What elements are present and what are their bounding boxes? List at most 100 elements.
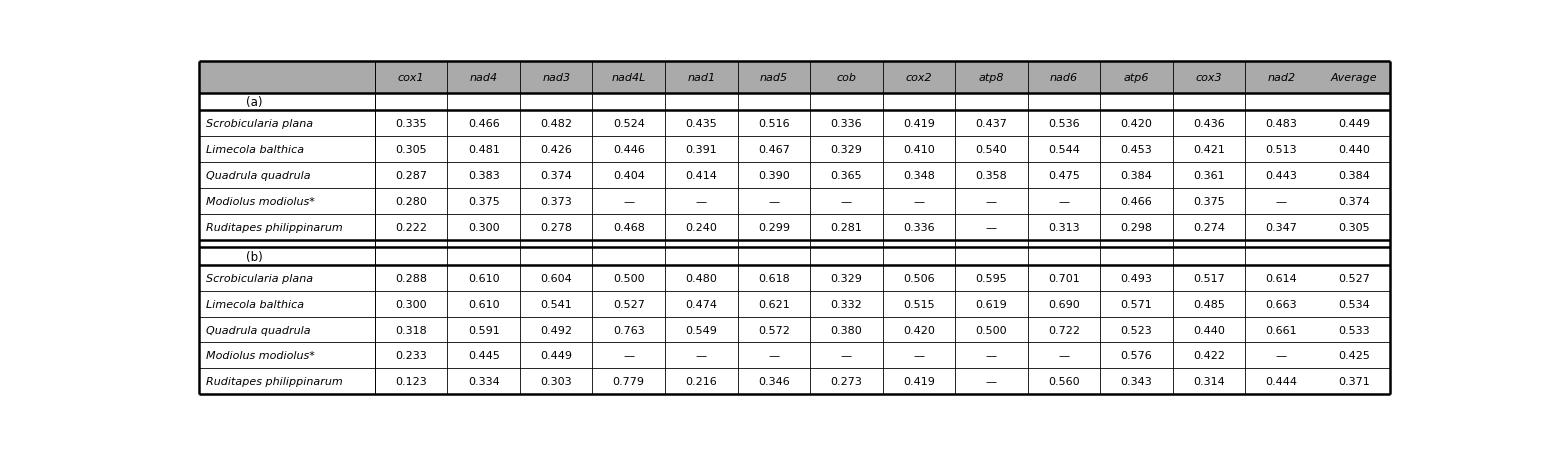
Text: —: — [840,351,852,361]
Text: 0.440: 0.440 [1338,145,1370,155]
Text: 0.123: 0.123 [395,377,428,386]
Text: 0.443: 0.443 [1265,171,1297,181]
Text: 0.610: 0.610 [468,273,499,283]
Bar [198,343,1390,369]
Text: 0.474: 0.474 [685,299,718,309]
Text: 0.610: 0.610 [468,299,499,309]
Text: 0.527: 0.527 [612,299,645,309]
Text: 0.274: 0.274 [1194,222,1224,232]
Text: 0.536: 0.536 [1048,119,1080,129]
Text: 0.779: 0.779 [612,377,645,386]
Text: 0.475: 0.475 [1048,171,1080,181]
Text: 0.435: 0.435 [685,119,718,129]
Text: 0.576: 0.576 [1121,351,1152,361]
Text: Modiolus modiolus*: Modiolus modiolus* [206,197,315,206]
Text: 0.618: 0.618 [758,273,789,283]
Text: 0.384: 0.384 [1338,171,1370,181]
Text: atp6: atp6 [1124,73,1149,83]
Text: 0.571: 0.571 [1121,299,1152,309]
Text: 0.300: 0.300 [395,299,426,309]
Text: 0.335: 0.335 [395,119,426,129]
Text: 0.440: 0.440 [1194,325,1224,335]
Text: 0.365: 0.365 [831,171,862,181]
Text: 0.444: 0.444 [1265,377,1297,386]
Text: 0.380: 0.380 [831,325,862,335]
Text: —: — [696,351,707,361]
Text: 0.287: 0.287 [395,171,428,181]
Text: 0.524: 0.524 [612,119,645,129]
Text: 0.374: 0.374 [1338,197,1370,206]
Text: nad2: nad2 [1268,73,1296,83]
Text: 0.614: 0.614 [1265,273,1297,283]
Bar [198,111,1390,136]
Text: 0.329: 0.329 [831,273,862,283]
Text: 0.298: 0.298 [1121,222,1152,232]
Text: 0.500: 0.500 [975,325,1008,335]
Text: 0.420: 0.420 [904,325,935,335]
Bar [198,136,1390,162]
Text: 0.404: 0.404 [612,171,645,181]
Bar [198,162,1390,188]
Text: 0.347: 0.347 [1265,222,1297,232]
Text: nad5: nad5 [760,73,787,83]
Text: 0.763: 0.763 [612,325,645,335]
Text: 0.373: 0.373 [541,197,572,206]
Text: Limecola balthica: Limecola balthica [206,299,304,309]
Text: Quadrula quadrula: Quadrula quadrula [206,171,310,181]
Text: nad4: nad4 [470,73,498,83]
Text: 0.426: 0.426 [541,145,572,155]
Text: 0.591: 0.591 [468,325,499,335]
Text: 0.480: 0.480 [685,273,718,283]
Text: Scrobicularia plana: Scrobicularia plana [206,119,313,129]
Text: Average: Average [1330,73,1378,83]
Text: 0.278: 0.278 [541,222,572,232]
Text: —: — [986,197,997,206]
Text: 0.336: 0.336 [831,119,862,129]
Text: 0.481: 0.481 [468,145,499,155]
Text: 0.516: 0.516 [758,119,789,129]
Text: 0.517: 0.517 [1194,273,1224,283]
Text: —: — [1276,351,1286,361]
Text: Limecola balthica: Limecola balthica [206,145,304,155]
Bar [198,188,1390,214]
Text: 0.595: 0.595 [975,273,1008,283]
Text: —: — [840,197,852,206]
Text: 0.449: 0.449 [1338,119,1370,129]
Bar [198,317,1390,343]
Text: 0.621: 0.621 [758,299,789,309]
Bar [198,61,1390,94]
Text: Ruditapes philippinarum: Ruditapes philippinarum [206,377,343,386]
Text: nad1: nad1 [687,73,715,83]
Text: 0.414: 0.414 [685,171,718,181]
Text: 0.216: 0.216 [685,377,718,386]
Bar [198,291,1390,317]
Text: 0.303: 0.303 [541,377,572,386]
Text: —: — [986,222,997,232]
Text: 0.483: 0.483 [1265,119,1297,129]
Text: 0.288: 0.288 [395,273,428,283]
Text: —: — [769,351,780,361]
Bar [198,94,1390,111]
Text: 0.604: 0.604 [541,273,572,283]
Text: 0.273: 0.273 [831,377,862,386]
Text: 0.410: 0.410 [904,145,935,155]
Text: —: — [1276,197,1286,206]
Text: —: — [623,197,634,206]
Text: 0.346: 0.346 [758,377,789,386]
Text: 0.375: 0.375 [468,197,499,206]
Text: 0.305: 0.305 [1338,222,1370,232]
Text: 0.485: 0.485 [1194,299,1224,309]
Text: 0.493: 0.493 [1121,273,1152,283]
Text: 0.549: 0.549 [685,325,718,335]
Text: Scrobicularia plana: Scrobicularia plana [206,273,313,283]
Text: 0.318: 0.318 [395,325,428,335]
Text: —: — [1059,197,1070,206]
Text: 0.690: 0.690 [1048,299,1080,309]
Text: nad6: nad6 [1049,73,1077,83]
Text: 0.281: 0.281 [831,222,862,232]
Text: 0.343: 0.343 [1121,377,1152,386]
Text: Quadrula quadrula: Quadrula quadrula [206,325,310,335]
Text: nad4L: nad4L [612,73,646,83]
Text: 0.533: 0.533 [1338,325,1370,335]
Text: (a): (a) [246,96,262,109]
